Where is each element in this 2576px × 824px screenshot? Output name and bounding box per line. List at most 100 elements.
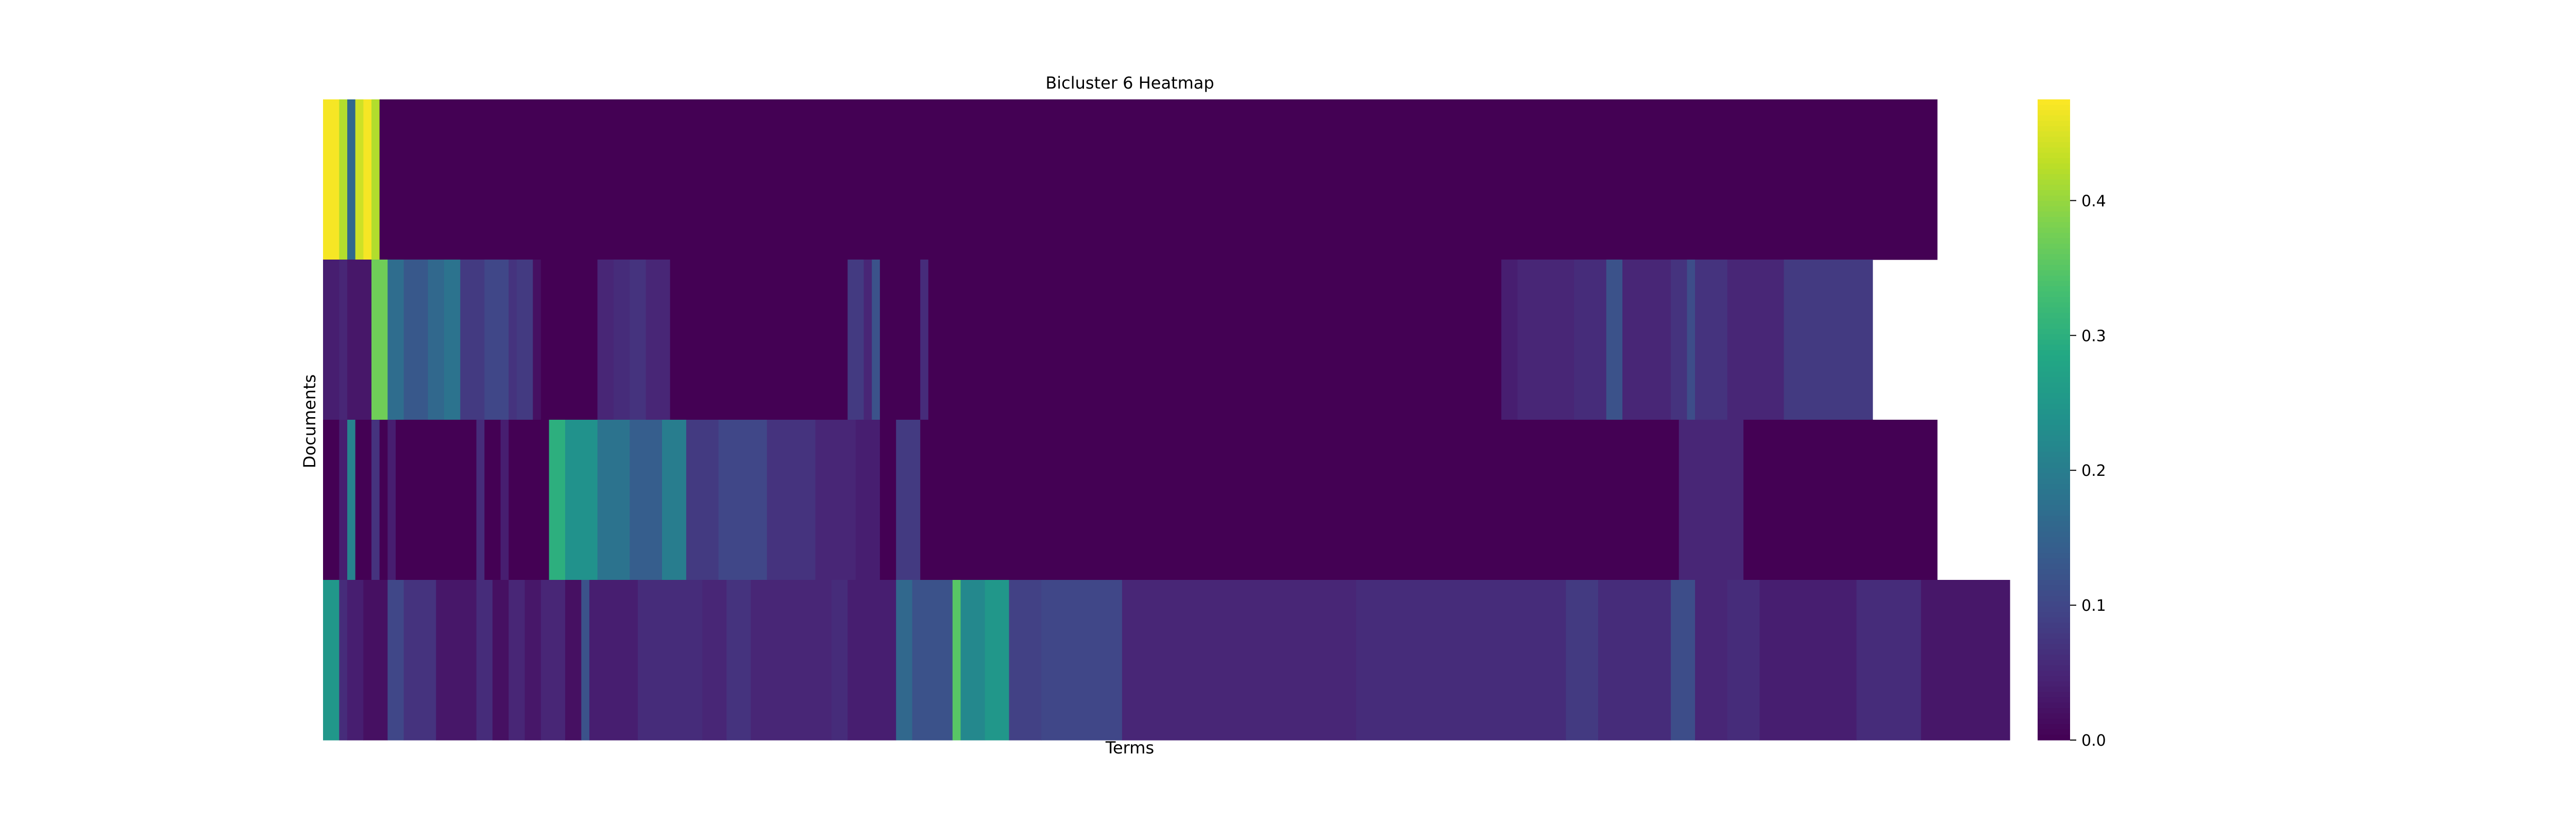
colorbar-segment (2038, 350, 2070, 356)
colorbar-segment (2038, 585, 2070, 591)
colorbar-segment (2038, 110, 2070, 116)
colorbar-segment (2038, 734, 2070, 741)
colorbar-segment (2038, 462, 2070, 468)
heatmap-cell (686, 420, 719, 580)
colorbar-segment (2038, 596, 2070, 602)
colorbar-segment (2038, 569, 2070, 575)
chart-title: Bicluster 6 Heatmap (1045, 73, 1214, 93)
heatmap-cell (985, 580, 1010, 741)
colorbar-segment (2038, 398, 2070, 404)
colorbar-segment (2038, 121, 2070, 127)
colorbar-segment (2038, 516, 2070, 522)
colorbar-segment (2038, 558, 2070, 564)
heatmap-cell (848, 580, 896, 741)
colorbar-tick-label: 0.3 (2081, 327, 2106, 345)
colorbar-segment (2038, 590, 2070, 596)
heatmap-cell (363, 99, 372, 260)
heatmap-cell (1671, 260, 1687, 420)
heatmap-cell (879, 420, 896, 580)
colorbar-segment (2038, 644, 2070, 650)
heatmap-cell (1671, 580, 1696, 741)
heatmap-cell (1566, 580, 1599, 741)
heatmap-cell (767, 420, 816, 580)
colorbar-segment (2038, 206, 2070, 212)
colorbar-tick-label: 0.1 (2081, 597, 2106, 615)
heatmap-cell (565, 580, 582, 741)
heatmap-cell (581, 580, 590, 741)
heatmap-cell (355, 99, 364, 260)
heatmap-cell (379, 99, 1938, 260)
heatmap-cells (323, 99, 2010, 741)
colorbar-segment (2038, 639, 2070, 644)
colorbar-segment (2038, 329, 2070, 335)
colorbar-segment (2038, 478, 2070, 484)
colorbar-segment (2038, 633, 2070, 639)
colorbar-segment (2038, 510, 2070, 517)
heatmap-cell (1687, 260, 1696, 420)
colorbar-segment (2038, 147, 2070, 153)
heatmap-cell (1743, 420, 1938, 580)
heatmap-cell (371, 260, 388, 420)
heatmap-cell (952, 580, 961, 741)
colorbar-segment (2038, 281, 2070, 287)
heatmap-cell (436, 580, 477, 741)
heatmap-cell (484, 420, 501, 580)
heatmap-cell (1727, 580, 1760, 741)
heatmap-cell (630, 260, 647, 420)
heatmap-cell (1009, 580, 1042, 741)
heatmap-cell (347, 420, 356, 580)
colorbar-segment (2038, 660, 2070, 666)
heatmap-cell (549, 420, 566, 580)
heatmap-cell (863, 260, 872, 420)
colorbar-tick-label: 0.0 (2081, 732, 2106, 750)
colorbar-segment (2038, 366, 2070, 372)
colorbar-segment (2038, 115, 2070, 122)
heatmap-cell (1759, 580, 1857, 741)
colorbar-segment (2038, 420, 2070, 425)
heatmap-cell (1921, 580, 2010, 741)
colorbar-segment (2038, 468, 2070, 474)
heatmap-cell (831, 580, 848, 741)
heatmap-cell (920, 260, 929, 420)
colorbar-segment (2038, 617, 2070, 623)
colorbar-segment (2038, 142, 2070, 148)
colorbar-segment (2038, 500, 2070, 506)
colorbar-segment (2038, 574, 2070, 580)
heatmap-cell (492, 580, 509, 741)
heatmap-cell (751, 580, 832, 741)
heatmap-cell (387, 260, 404, 420)
heatmap-cell (444, 260, 461, 420)
heatmap-cell (1356, 580, 1567, 741)
heatmap-cell (540, 260, 598, 420)
heatmap-cell (646, 260, 671, 420)
colorbar-segment (2038, 131, 2070, 138)
heatmap-cell (896, 420, 921, 580)
colorbar-segment (2038, 286, 2070, 292)
colorbar-segment (2038, 371, 2070, 377)
colorbar-segment (2038, 430, 2070, 436)
colorbar-segment (2038, 553, 2070, 559)
colorbar-segment (2038, 297, 2070, 303)
heatmap-cell (403, 580, 436, 741)
heatmap-cell (589, 580, 638, 741)
colorbar-segment (2038, 606, 2070, 612)
heatmap-cell (960, 580, 986, 741)
colorbar-segment (2038, 547, 2070, 554)
colorbar-segment (2038, 222, 2070, 228)
colorbar-segment (2038, 537, 2070, 543)
colorbar-segment (2038, 494, 2070, 501)
heatmap-cell (355, 420, 372, 580)
heatmap-cell (920, 420, 1680, 580)
heatmap-cell (371, 99, 380, 260)
colorbar-segment (2038, 441, 2070, 447)
y-axis-label: Documents (300, 374, 319, 468)
colorbar-segment (2038, 307, 2070, 314)
colorbar-segment (2038, 360, 2070, 367)
colorbar-segment (2038, 612, 2070, 618)
heatmap-cell (516, 260, 533, 420)
heatmap-cell (387, 420, 396, 580)
colorbar-segment (2038, 260, 2070, 265)
colorbar-segment (2038, 665, 2070, 671)
colorbar-segment (2038, 563, 2070, 570)
